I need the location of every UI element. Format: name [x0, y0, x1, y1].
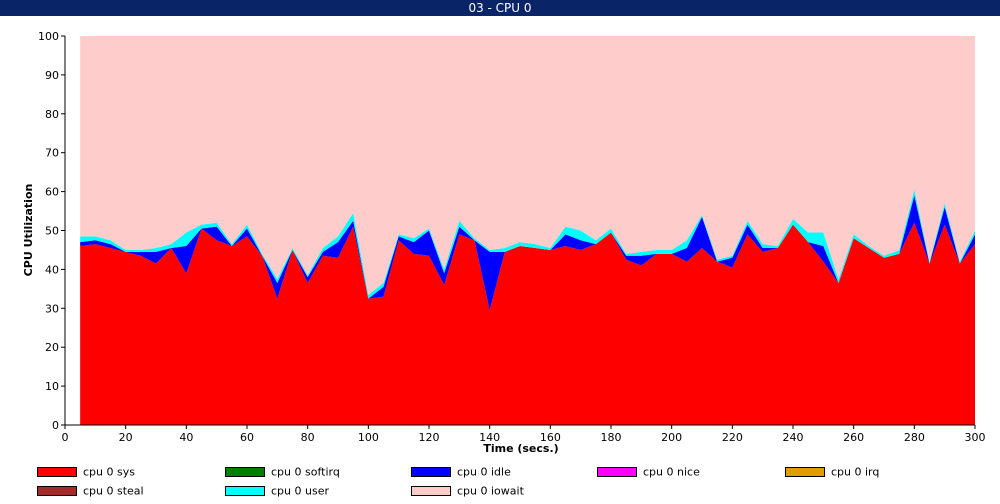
legend-swatch	[785, 467, 825, 477]
legend-item: cpu 0 nice	[597, 465, 700, 479]
y-tick-label: 20	[45, 341, 59, 354]
legend-item: cpu 0 idle	[411, 465, 511, 479]
x-tick-label: 280	[904, 431, 925, 444]
x-tick-label: 140	[479, 431, 500, 444]
axes: 0 10 20 30 40 50 60 70 80 90 100 0 20 40 60 80 100 120 140…	[38, 30, 986, 444]
x-tick-label: 100	[358, 431, 379, 444]
y-tick-label: 60	[45, 186, 59, 199]
cpu-utilization-chart: 0 10 20 30 40 50 60 70 80 90 100 0 20 40 60 80 100 120 140…	[22, 30, 986, 455]
chart-title: 03 - CPU 0	[468, 1, 532, 15]
legend-item: cpu 0 iowait	[411, 484, 524, 498]
legend-item: cpu 0 steal	[37, 484, 144, 498]
legend-swatch	[411, 467, 451, 477]
y-tick-label: 30	[45, 302, 59, 315]
legend-label: cpu 0 user	[271, 484, 329, 498]
y-tick-label: 0	[52, 419, 59, 432]
y-tick-label: 80	[45, 108, 59, 121]
area-cpu-0-sys	[80, 222, 976, 425]
legend-item: cpu 0 softirq	[225, 465, 340, 479]
plot-area	[65, 36, 976, 425]
legend-label: cpu 0 steal	[83, 484, 144, 498]
x-tick-label: 120	[419, 431, 440, 444]
y-tick-label: 70	[45, 147, 59, 160]
legend-label: cpu 0 sys	[83, 465, 135, 479]
x-tick-label: 260	[843, 431, 864, 444]
x-tick-label: 180	[601, 431, 622, 444]
chart-legend: cpu 0 sys cpu 0 softirq cpu 0 idle cpu 0 ni…	[0, 464, 1000, 504]
legend-item: cpu 0 irq	[785, 465, 879, 479]
y-axis-label: CPU Utilization	[22, 184, 35, 277]
legend-label: cpu 0 nice	[643, 465, 700, 479]
area-cpu-0-iowait	[80, 36, 976, 295]
legend-swatch	[225, 467, 265, 477]
x-tick-label: 220	[722, 431, 743, 444]
x-tick-label: 0	[62, 431, 69, 444]
x-tick-label: 60	[240, 431, 254, 444]
x-tick-label: 240	[783, 431, 804, 444]
legend-swatch	[411, 486, 451, 496]
legend-swatch	[225, 486, 265, 496]
y-tick-label: 50	[45, 225, 59, 238]
legend-label: cpu 0 iowait	[457, 484, 524, 498]
y-tick-label: 100	[38, 30, 59, 43]
legend-swatch	[37, 467, 77, 477]
x-tick-label: 300	[965, 431, 986, 444]
legend-label: cpu 0 irq	[831, 465, 880, 479]
x-tick-label: 20	[119, 431, 133, 444]
legend-label: cpu 0 idle	[457, 465, 511, 479]
legend-item: cpu 0 user	[225, 484, 329, 498]
y-tick-label: 10	[45, 380, 59, 393]
y-tick-label: 90	[45, 69, 59, 82]
legend-item: cpu 0 sys	[37, 465, 135, 479]
x-axis-label: Time (secs.)	[483, 442, 558, 455]
y-tick-label: 40	[45, 263, 59, 276]
x-tick-label: 40	[179, 431, 193, 444]
x-tick-label: 80	[301, 431, 315, 444]
legend-label: cpu 0 softirq	[271, 465, 340, 479]
chart-title-bar: 03 - CPU 0	[0, 0, 1000, 16]
x-tick-label: 200	[661, 431, 682, 444]
x-tick-label: 160	[540, 431, 561, 444]
legend-swatch	[597, 467, 637, 477]
area-cpu-0-user	[80, 189, 976, 299]
legend-swatch	[37, 486, 77, 496]
